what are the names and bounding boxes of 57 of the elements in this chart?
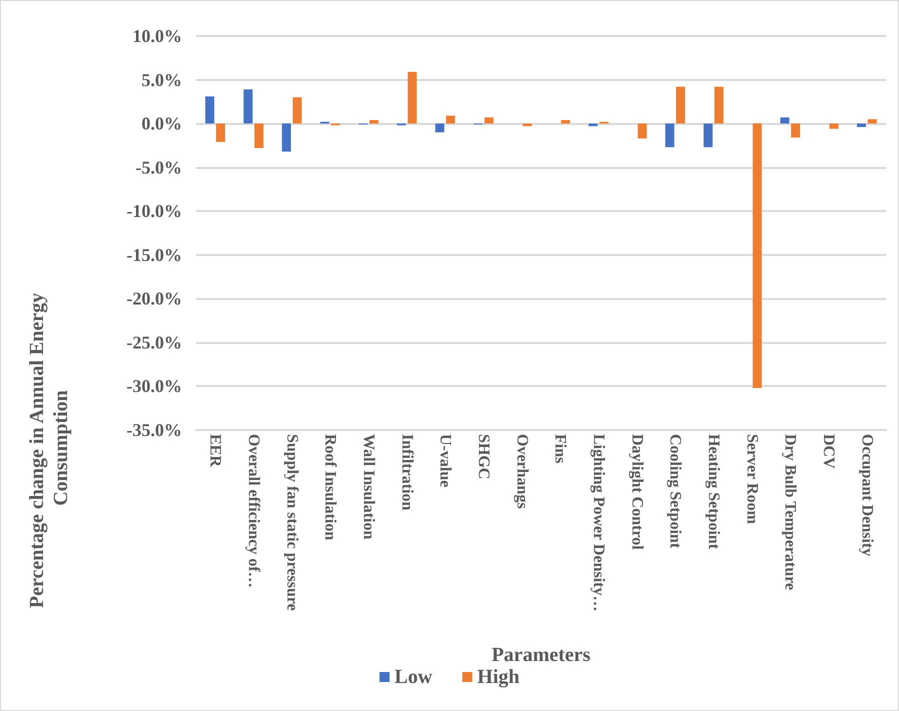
x-tick-label: Infiltration — [398, 434, 416, 511]
x-tick-label: SHGC — [475, 434, 492, 480]
legend-label: High — [477, 666, 520, 688]
x-tick-label: Wall Insulation — [360, 434, 377, 540]
y-axis-title: Percentage change in Annual Energy Consumption — [26, 288, 72, 608]
x-tick-label: DCV — [820, 434, 837, 470]
bar — [665, 124, 674, 148]
bar — [588, 124, 598, 126]
bar — [216, 124, 226, 142]
x-tick-label: Overhangs — [513, 434, 530, 509]
bar — [254, 124, 264, 148]
y-tick-label: -15.0% — [126, 244, 182, 265]
legend-label: Low — [394, 666, 433, 688]
bar — [244, 89, 253, 124]
bar — [704, 124, 713, 148]
x-tick-label: Fins — [552, 434, 569, 464]
y-tick-label: 5.0% — [142, 70, 182, 90]
x-tick-label: U-value — [436, 434, 454, 488]
y-tick-label: -35.0% — [126, 420, 182, 440]
x-tick-label: Overall efficiency of… — [245, 434, 262, 588]
bar — [856, 124, 866, 128]
bar — [446, 116, 456, 124]
x-tick-label: Occupant Density — [858, 434, 876, 556]
bar — [484, 117, 494, 124]
bar — [205, 96, 214, 124]
y-tick-label: -5.0% — [136, 157, 182, 178]
bar — [714, 86, 724, 124]
bar — [638, 124, 647, 138]
x-tick-label: Roof Insulation — [322, 434, 339, 540]
bar — [435, 124, 444, 132]
bar — [282, 124, 291, 152]
x-axis-title: Parameters — [492, 644, 591, 666]
bar — [292, 97, 302, 124]
x-tick-label: Server Room — [743, 434, 760, 525]
bar — [829, 124, 838, 129]
bar — [868, 119, 877, 124]
bar — [369, 120, 378, 124]
bar — [791, 124, 800, 138]
bar — [752, 124, 762, 388]
y-tick-label: -10.0% — [126, 201, 182, 222]
x-tick-label: Heating Setpoint — [705, 434, 722, 550]
x-tick-label: EER — [206, 434, 224, 468]
y-tick-label: -30.0% — [126, 376, 182, 396]
x-tick-label: Daylight Control — [628, 434, 646, 550]
bar — [780, 117, 790, 124]
bar — [676, 86, 686, 124]
y-tick-label: -20.0% — [126, 288, 182, 309]
bar — [561, 120, 570, 124]
y-tick-label: 10.0% — [132, 26, 182, 46]
bar — [522, 124, 532, 126]
x-tick-label: Cooling Setpoint — [666, 434, 684, 549]
x-tick-label: Supply fan static pressure — [283, 434, 300, 611]
x-tick-label: Lighting Power Density… — [590, 434, 607, 612]
bar — [408, 72, 417, 124]
x-tick-label: Dry Bulb Temperature — [782, 434, 799, 590]
y-tick-label: 0.0% — [142, 114, 182, 134]
y-tick-label: -25.0% — [126, 332, 182, 352]
